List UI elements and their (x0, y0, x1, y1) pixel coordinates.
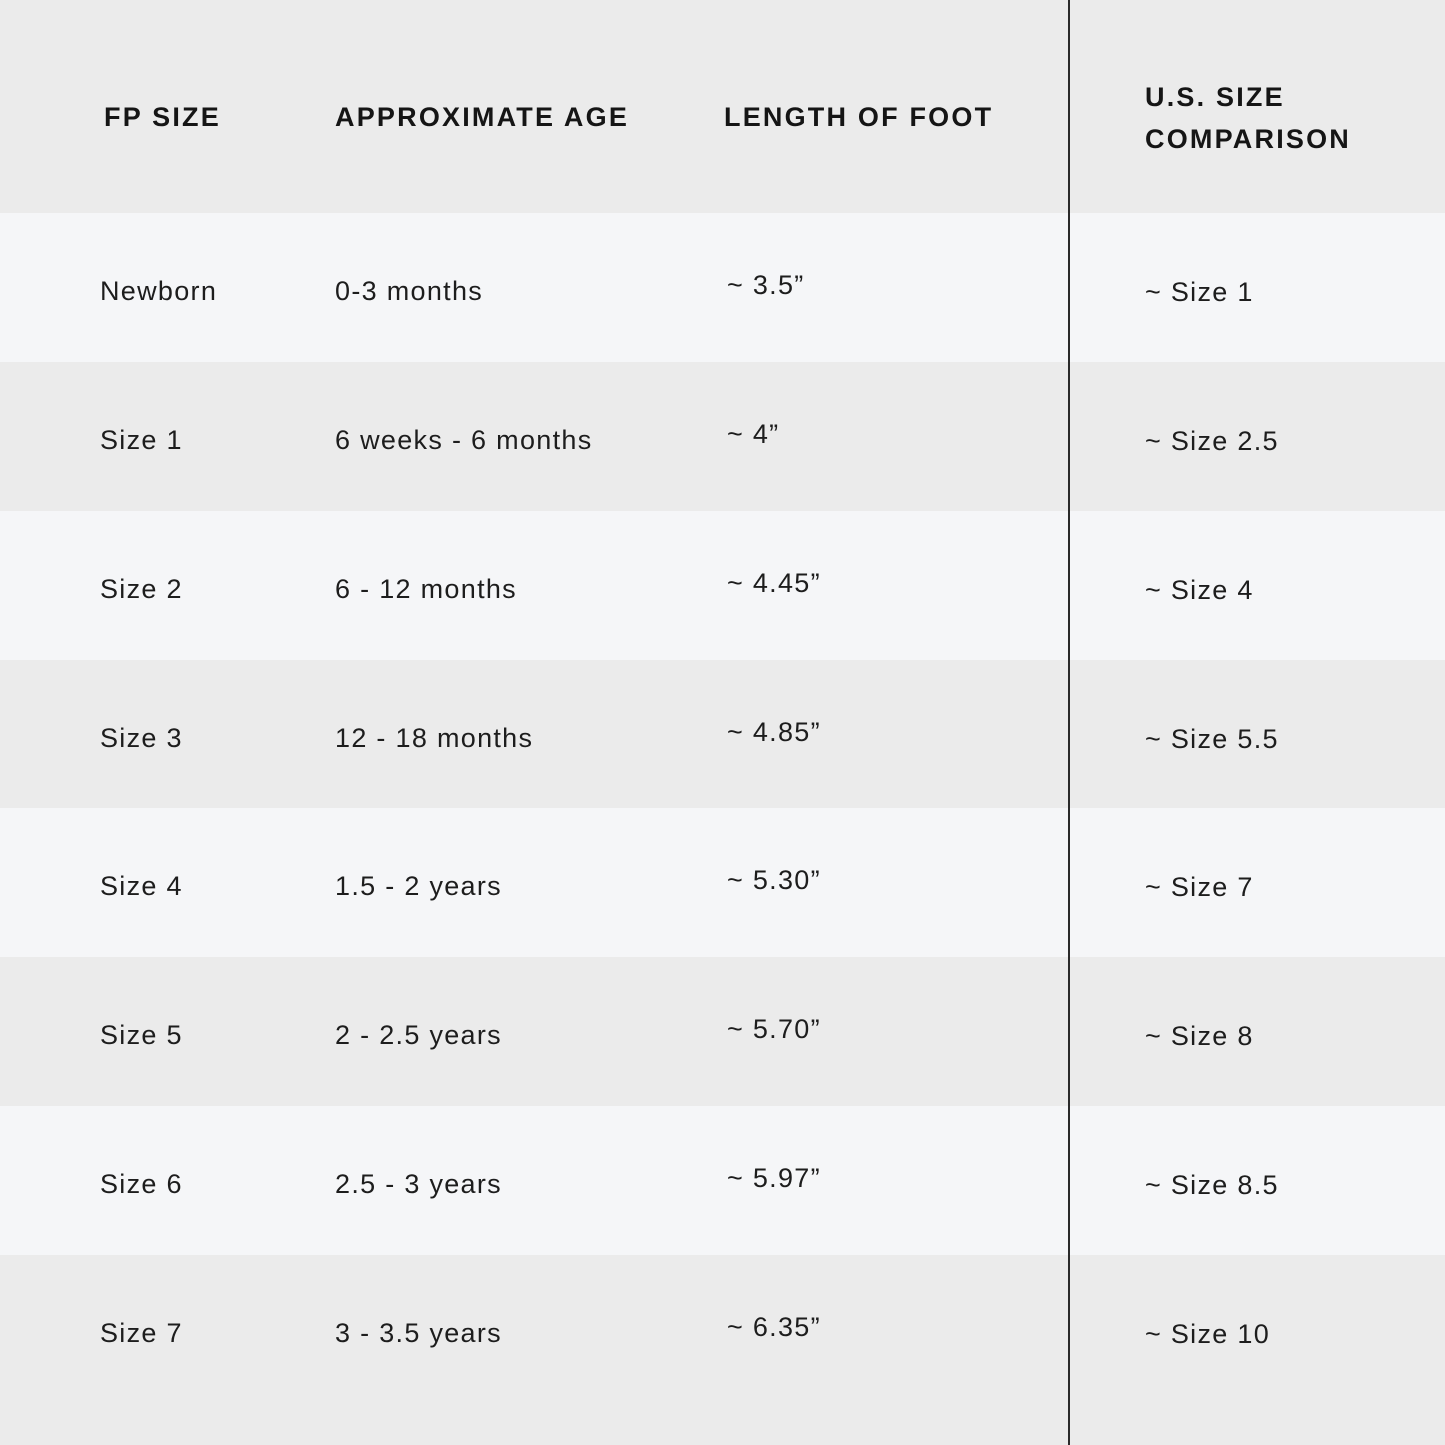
table-row: Size 1 6 weeks - 6 months ~ 4” ~ Size 2.5 (0, 362, 1445, 511)
cell-fp-size: Newborn (100, 276, 218, 306)
table-row: Newborn 0-3 months ~ 3.5” ~ Size 1 (0, 213, 1445, 362)
header-comparison: COMPARISON (1145, 124, 1352, 154)
cell-approximate-age: 2 - 2.5 years (335, 1020, 502, 1050)
cell-approximate-age: 6 weeks - 6 months (335, 425, 593, 455)
cell-us-size: ~ Size 8.5 (1145, 1170, 1279, 1200)
cell-us-size: ~ Size 8 (1145, 1021, 1254, 1051)
cell-us-size: ~ Size 1 (1145, 277, 1254, 307)
cell-length-of-foot: ~ 5.70” (727, 1014, 821, 1044)
cell-fp-size: Size 2 (100, 574, 183, 604)
cell-approximate-age: 2.5 - 3 years (335, 1169, 502, 1199)
cell-approximate-age: 0-3 months (335, 276, 484, 306)
cell-fp-size: Size 4 (100, 871, 183, 901)
table-row: Size 6 2.5 - 3 years ~ 5.97” ~ Size 8.5 (0, 1106, 1445, 1255)
cell-us-size: ~ Size 2.5 (1145, 426, 1279, 456)
cell-length-of-foot: ~ 4.45” (727, 568, 821, 598)
table-row: Size 7 3 - 3.5 years ~ 6.35” ~ Size 10 (0, 1255, 1445, 1445)
header-fp-size: FP SIZE (104, 102, 221, 132)
cell-length-of-foot: ~ 5.97” (727, 1163, 821, 1193)
cell-approximate-age: 6 - 12 months (335, 574, 517, 604)
header-us-size: U.S. SIZE (1145, 82, 1285, 112)
column-divider (1068, 0, 1070, 1445)
cell-fp-size: Size 5 (100, 1020, 183, 1050)
table-header: FP SIZE APPROXIMATE AGE LENGTH OF FOOT U… (0, 0, 1445, 213)
table-row: Size 3 12 - 18 months ~ 4.85” ~ Size 5.5 (0, 660, 1445, 809)
cell-us-size: ~ Size 10 (1145, 1319, 1271, 1349)
cell-fp-size: Size 6 (100, 1169, 183, 1199)
cell-length-of-foot: ~ 3.5” (727, 270, 805, 300)
table-row: Size 4 1.5 - 2 years ~ 5.30” ~ Size 7 (0, 808, 1445, 957)
cell-fp-size: Size 7 (100, 1318, 183, 1348)
cell-length-of-foot: ~ 4” (727, 419, 780, 449)
header-length-of-foot: LENGTH OF FOOT (724, 102, 994, 132)
cell-us-size: ~ Size 7 (1145, 872, 1254, 902)
table-row: Size 5 2 - 2.5 years ~ 5.70” ~ Size 8 (0, 957, 1445, 1106)
cell-length-of-foot: ~ 6.35” (727, 1312, 821, 1342)
header-approximate-age: APPROXIMATE AGE (335, 102, 630, 132)
cell-us-size: ~ Size 4 (1145, 575, 1254, 605)
table-row: Size 2 6 - 12 months ~ 4.45” ~ Size 4 (0, 511, 1445, 660)
cell-approximate-age: 3 - 3.5 years (335, 1318, 502, 1348)
cell-approximate-age: 1.5 - 2 years (335, 871, 502, 901)
cell-length-of-foot: ~ 5.30” (727, 865, 821, 895)
cell-fp-size: Size 1 (100, 425, 183, 455)
cell-approximate-age: 12 - 18 months (335, 723, 534, 753)
cell-length-of-foot: ~ 4.85” (727, 717, 821, 747)
cell-fp-size: Size 3 (100, 723, 183, 753)
cell-us-size: ~ Size 5.5 (1145, 724, 1279, 754)
